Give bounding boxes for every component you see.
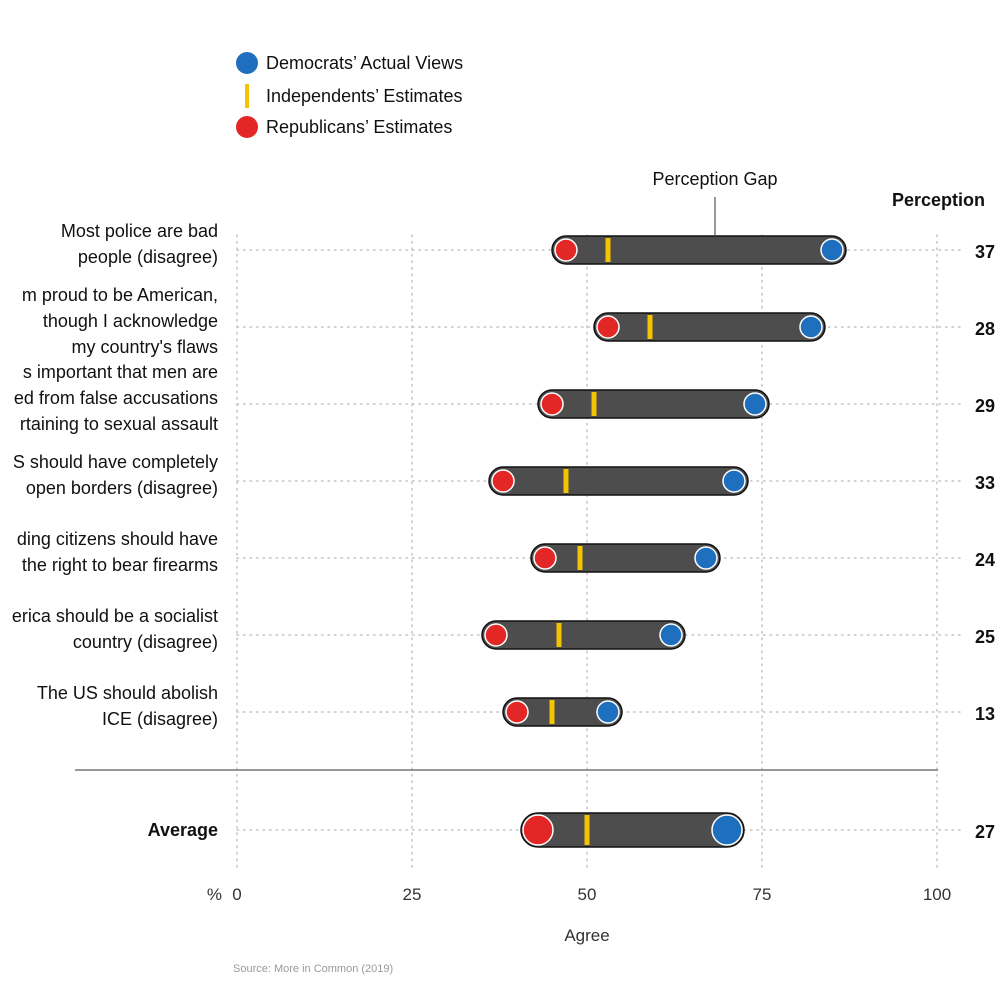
gap-bar <box>488 466 749 496</box>
independents-marker <box>584 815 590 845</box>
average-row: Average 27 <box>148 812 995 848</box>
average-gap-value: 27 <box>975 822 995 842</box>
gap-bar <box>551 235 847 265</box>
row-label: my country's flaws <box>72 337 218 357</box>
row-label: s important that men are <box>23 362 218 382</box>
row-label: people (disagree) <box>78 247 218 267</box>
row-label: The US should abolish <box>37 683 218 703</box>
row-label: m proud to be American, <box>22 285 218 305</box>
row-label: erica should be a socialist <box>12 606 218 626</box>
democrats-marker <box>820 238 844 262</box>
x-axis-title: Agree <box>564 926 609 945</box>
republicans-marker <box>491 469 515 493</box>
x-tick-label: 100 <box>923 885 951 904</box>
gap-bar <box>530 543 721 573</box>
republicans-marker <box>533 546 557 570</box>
gap-bar <box>593 312 826 342</box>
gap-value: 33 <box>975 473 995 493</box>
independents-marker <box>591 392 597 416</box>
democrats-marker <box>722 469 746 493</box>
row-label: open borders (disagree) <box>26 478 218 498</box>
gap-bar <box>481 620 686 650</box>
democrats-marker <box>711 814 743 846</box>
row: ding citizens should have the right to be… <box>17 529 995 575</box>
democrats-marker <box>659 623 683 647</box>
republicans-marker <box>505 700 529 724</box>
gap-value: 24 <box>975 550 995 570</box>
row: The US should abolish ICE (disagree) 13 <box>37 683 995 729</box>
gap-value: 28 <box>975 319 995 339</box>
republicans-marker <box>522 814 554 846</box>
row-label: rtaining to sexual assault <box>20 414 218 434</box>
source-note: Source: More in Common (2019) <box>233 963 393 975</box>
row-label: ICE (disagree) <box>102 709 218 729</box>
row: S should have completely open borders (di… <box>13 452 995 498</box>
democrats-marker <box>596 700 620 724</box>
democrats-marker <box>799 315 823 339</box>
legend-independents-label: Independents’ Estimates <box>266 86 462 106</box>
row: Most police are bad people (disagree) 37 <box>61 221 995 267</box>
row-label: the right to bear firearms <box>22 555 218 575</box>
gap-bar <box>537 389 770 419</box>
row-label: ed from false accusations <box>14 388 218 408</box>
legend-independents-marker <box>245 84 249 108</box>
independents-marker <box>605 238 611 262</box>
democrats-marker <box>743 392 767 416</box>
gap-value: 13 <box>975 704 995 724</box>
perception-gap-annotation: Perception Gap <box>652 169 777 189</box>
x-tick-label: 25 <box>403 885 422 904</box>
independents-marker <box>577 546 583 570</box>
x-unit-label: % <box>207 885 222 904</box>
independents-marker <box>556 623 562 647</box>
legend-republicans-marker <box>236 116 258 138</box>
x-axis: 0 25 50 75 100% Agree <box>207 885 951 945</box>
gap-value: 29 <box>975 396 995 416</box>
annotations: Perception Gap Perception Source: More in … <box>233 169 985 975</box>
rows: Most police are bad people (disagree) 37 m … <box>12 221 995 848</box>
independents-marker <box>549 700 555 724</box>
x-tick-label: 50 <box>578 885 597 904</box>
gap-column-header: Perception <box>892 190 985 210</box>
legend: Democrats’ Actual Views Independents’ Est… <box>236 52 463 138</box>
row-label: ding citizens should have <box>17 529 218 549</box>
average-label: Average <box>148 820 218 840</box>
gap-value: 25 <box>975 627 995 647</box>
row-label: though I acknowledge <box>43 311 218 331</box>
gap-bar <box>520 812 745 848</box>
legend-democrats-marker <box>236 52 258 74</box>
legend-republicans-label: Republicans’ Estimates <box>266 117 452 137</box>
row: erica should be a socialist country (disa… <box>12 606 995 652</box>
x-tick-label: 75 <box>753 885 772 904</box>
gap-value: 37 <box>975 242 995 262</box>
legend-democrats-label: Democrats’ Actual Views <box>266 53 463 73</box>
gap-bar <box>502 697 623 727</box>
republicans-marker <box>554 238 578 262</box>
row-label: Most police are bad <box>61 221 218 241</box>
row-label: country (disagree) <box>73 632 218 652</box>
row: s important that men are ed from false ac… <box>14 362 995 434</box>
democrats-marker <box>694 546 718 570</box>
republicans-marker <box>484 623 508 647</box>
independents-marker <box>647 315 653 339</box>
republicans-marker <box>540 392 564 416</box>
row-label: S should have completely <box>13 452 218 472</box>
independents-marker <box>563 469 569 493</box>
x-tick-label: 0 <box>232 885 241 904</box>
row: m proud to be American, though I acknowle… <box>22 285 995 357</box>
republicans-marker <box>596 315 620 339</box>
